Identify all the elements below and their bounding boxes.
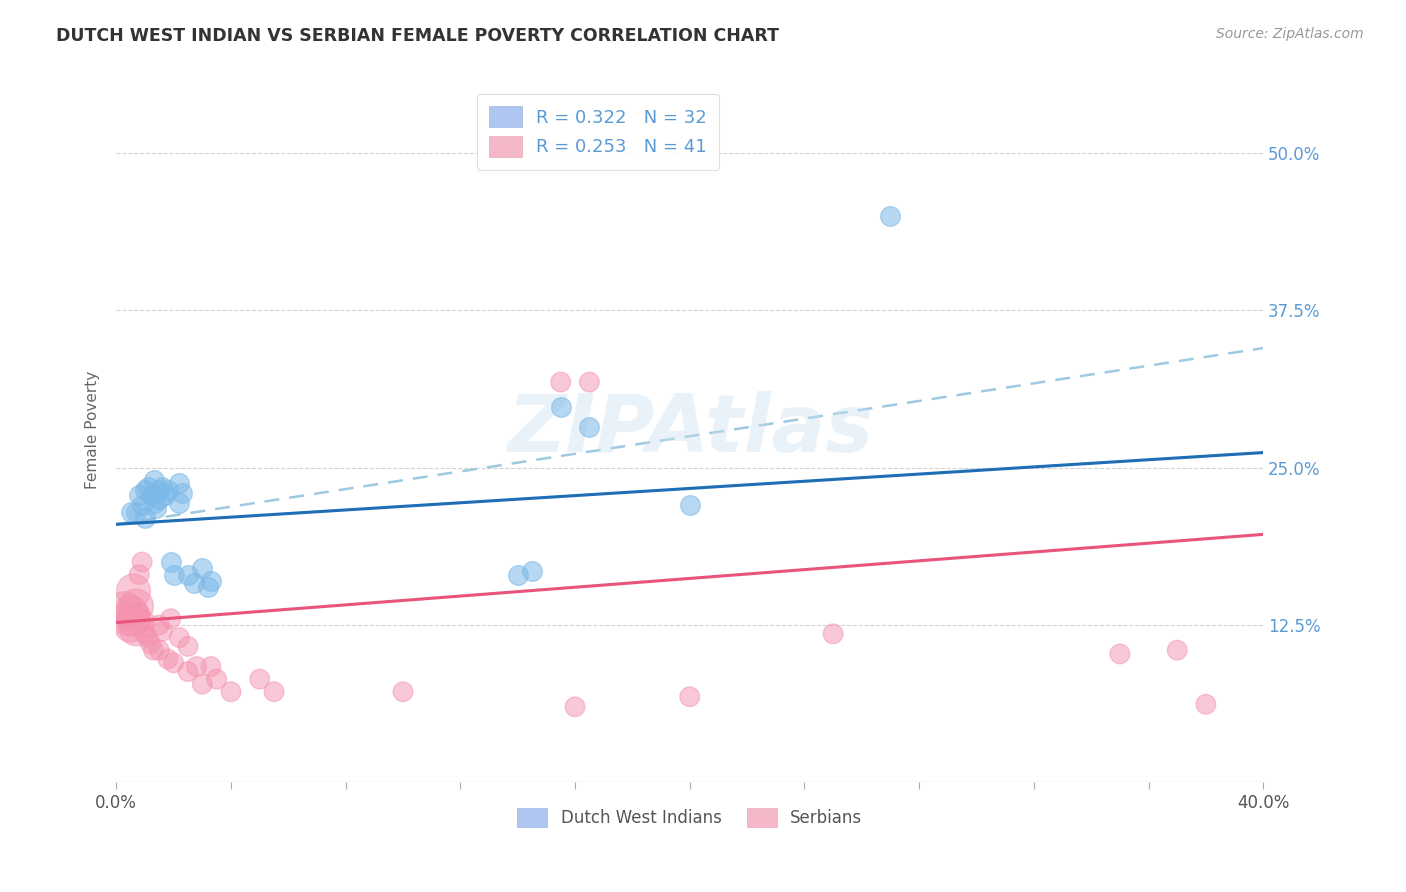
Point <box>131 555 153 569</box>
Point <box>263 684 285 698</box>
Point <box>879 209 901 223</box>
Point <box>578 420 600 434</box>
Point <box>550 401 572 415</box>
Text: Source: ZipAtlas.com: Source: ZipAtlas.com <box>1216 27 1364 41</box>
Point <box>200 574 222 588</box>
Point <box>162 656 184 670</box>
Point <box>186 659 208 673</box>
Point <box>142 496 165 510</box>
Point <box>142 643 165 657</box>
Point <box>823 627 845 641</box>
Point <box>114 601 136 615</box>
Point <box>122 584 145 599</box>
Point <box>1195 698 1218 712</box>
Y-axis label: Female Poverty: Female Poverty <box>86 371 100 489</box>
Point <box>1108 647 1130 661</box>
Point <box>128 606 150 620</box>
Point <box>169 496 191 510</box>
Point <box>159 555 181 569</box>
Point <box>148 618 170 632</box>
Point <box>120 606 142 620</box>
Point <box>191 677 214 691</box>
Point <box>131 499 153 513</box>
Point <box>128 567 150 582</box>
Point <box>148 483 170 498</box>
Point <box>205 672 228 686</box>
Point <box>117 612 139 626</box>
Point <box>148 643 170 657</box>
Point <box>578 375 600 389</box>
Point <box>136 479 159 493</box>
Point <box>120 618 142 632</box>
Point <box>550 375 572 389</box>
Point <box>134 627 156 641</box>
Point <box>120 505 142 519</box>
Point <box>177 640 200 654</box>
Point <box>150 624 173 639</box>
Point <box>191 561 214 575</box>
Point <box>156 652 179 666</box>
Point <box>153 488 176 502</box>
Point <box>392 684 415 698</box>
Point <box>139 637 162 651</box>
Point <box>139 488 162 502</box>
Point <box>134 614 156 628</box>
Text: ZIPAtlas: ZIPAtlas <box>506 391 873 469</box>
Point <box>122 612 145 626</box>
Point <box>520 564 543 578</box>
Point <box>136 631 159 645</box>
Point <box>169 631 191 645</box>
Text: DUTCH WEST INDIAN VS SERBIAN FEMALE POVERTY CORRELATION CHART: DUTCH WEST INDIAN VS SERBIAN FEMALE POVE… <box>56 27 779 45</box>
Point <box>169 475 191 490</box>
Point <box>134 483 156 498</box>
Point <box>125 505 148 519</box>
Point <box>128 488 150 502</box>
Point <box>219 684 242 698</box>
Point <box>679 690 702 704</box>
Point <box>183 576 205 591</box>
Legend: Dutch West Indians, Serbians: Dutch West Indians, Serbians <box>510 801 869 834</box>
Point <box>679 499 702 513</box>
Point <box>177 665 200 679</box>
Point <box>150 479 173 493</box>
Point <box>177 567 200 582</box>
Point <box>125 599 148 614</box>
Point <box>162 567 184 582</box>
Point <box>125 622 148 636</box>
Point <box>148 492 170 507</box>
Point <box>145 500 167 515</box>
Point <box>156 483 179 498</box>
Point <box>134 511 156 525</box>
Point <box>564 699 586 714</box>
Point <box>172 486 194 500</box>
Point <box>506 567 529 582</box>
Point <box>142 473 165 487</box>
Point <box>1166 643 1188 657</box>
Point <box>197 580 219 594</box>
Point <box>159 612 181 626</box>
Point <box>200 659 222 673</box>
Point <box>249 672 271 686</box>
